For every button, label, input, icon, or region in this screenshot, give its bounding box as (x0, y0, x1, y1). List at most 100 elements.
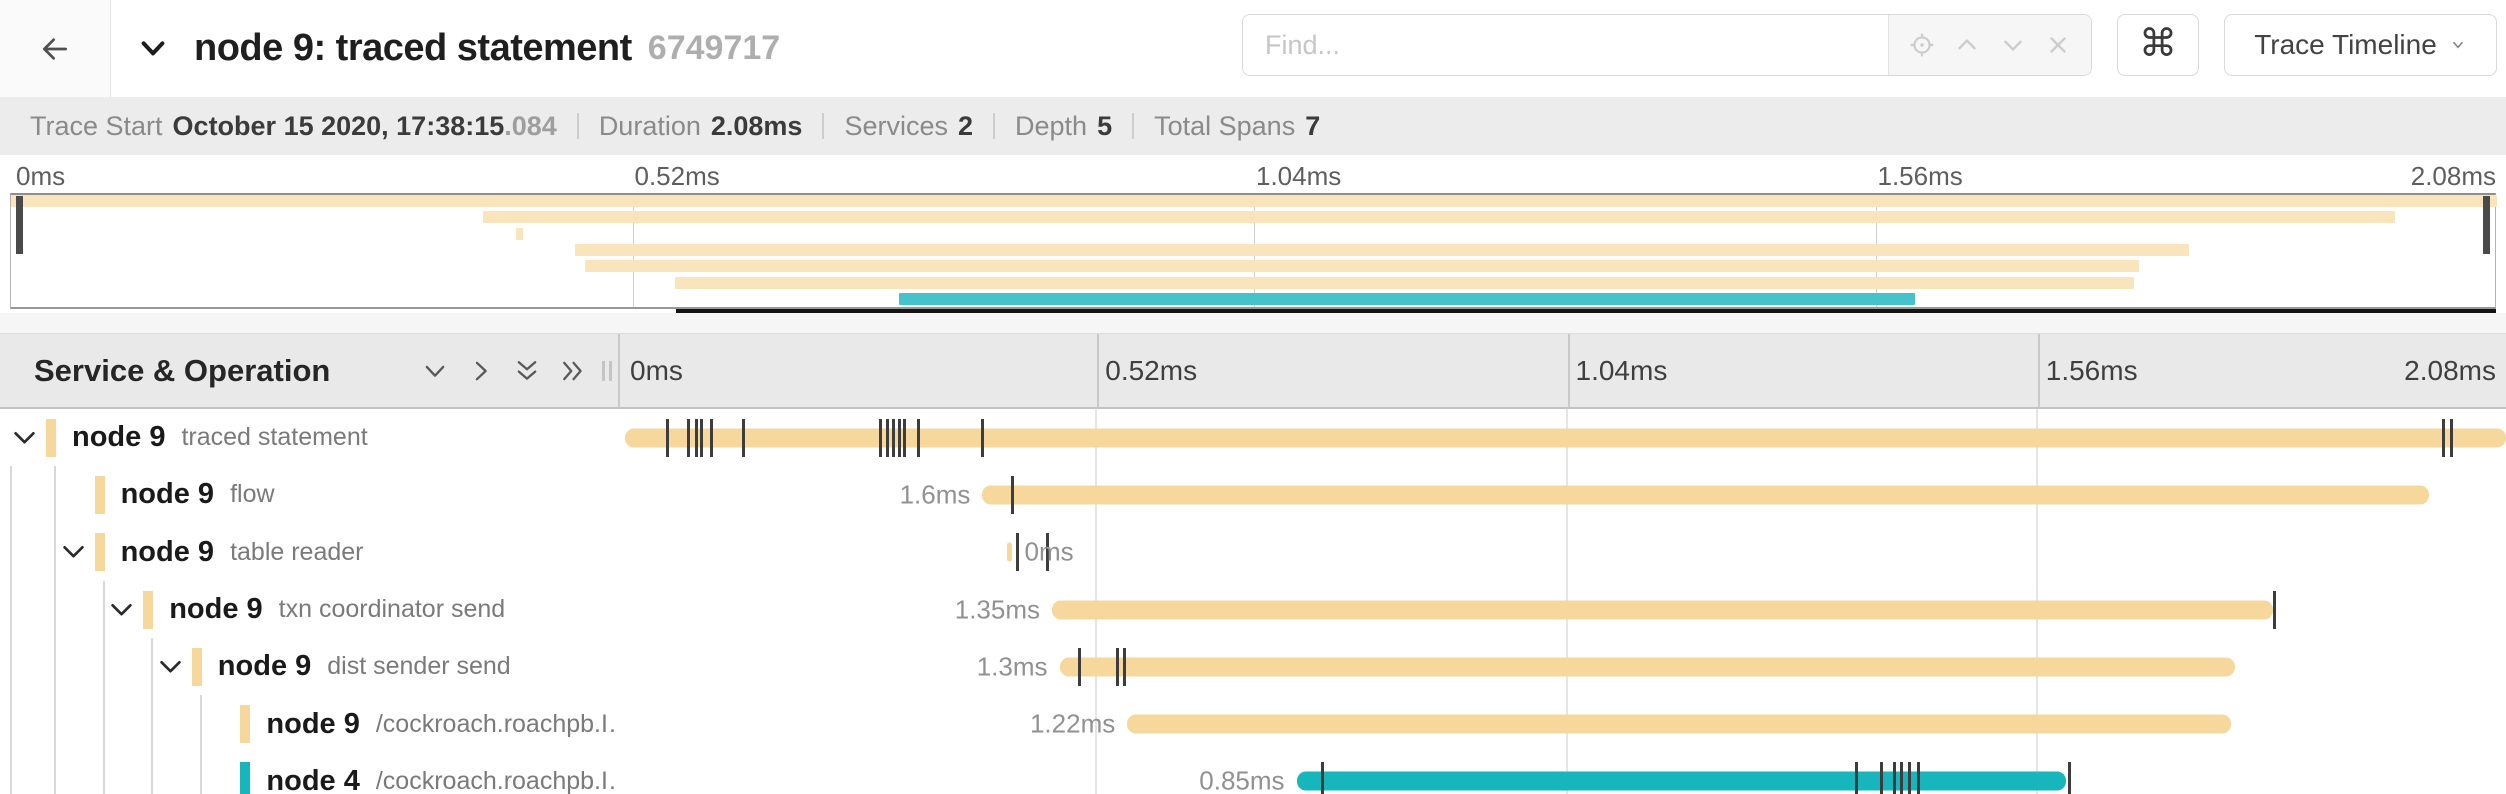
tree-indent-guide (199, 752, 202, 794)
span-name: node 9/cockroach.roachpb.I… (266, 695, 614, 752)
span-plot: 1.6ms (618, 466, 2506, 523)
span-name-column[interactable]: node 9 traced statement (0, 409, 618, 466)
chevron-down-icon[interactable] (2000, 32, 2026, 58)
close-icon[interactable] (2045, 32, 2071, 58)
minimap-ruler-label: 0.52ms (634, 161, 720, 191)
tree-indent-guide (102, 580, 105, 639)
chevron-down-icon (2452, 41, 2463, 49)
collapse-span-chevron[interactable] (159, 659, 182, 674)
span-rows: node 9 traced statement node 9 flow 1.6ms nod… (0, 409, 2506, 794)
timeline-ruler-label: 2.08ms (2404, 354, 2496, 386)
back-button[interactable] (0, 0, 111, 97)
span-duration-label: 0.85ms (1199, 765, 1285, 794)
span-log-tick (1900, 762, 1904, 794)
minimap-viewport[interactable] (10, 193, 2497, 309)
timeline-ruler-label: 1.56ms (2045, 354, 2138, 386)
tree-indent-guide (151, 695, 154, 753)
summary-value: 2.08ms (710, 110, 803, 141)
span-row: node 9 table reader 0ms (0, 523, 2506, 581)
span-color-stripe (240, 705, 251, 744)
minimap-ruler-label: 1.56ms (1877, 161, 1963, 191)
minimap-span-bar (11, 195, 2497, 207)
collapse-span-chevron[interactable] (13, 430, 36, 445)
arrow-left-icon (43, 37, 67, 60)
collapse-title-chevron[interactable] (134, 34, 172, 64)
span-duration-bar[interactable] (982, 485, 2429, 505)
expand-all-icon[interactable] (558, 356, 588, 386)
chevron-up-icon[interactable] (1954, 32, 1980, 58)
span-color-stripe (240, 762, 251, 794)
minimap-span-bar (674, 276, 2135, 289)
span-duration-label: 1.22ms (1029, 708, 1116, 739)
span-row: node 9 txn coordinator send 1.35ms (0, 580, 2506, 639)
minimap-span-bar (515, 227, 524, 240)
collapse-span-chevron[interactable] (110, 602, 133, 617)
operation-name: txn coordinator send (278, 595, 506, 624)
span-log-tick (1115, 647, 1119, 686)
span-name: node 9 flow (121, 466, 614, 523)
section-divider (0, 313, 2506, 333)
timeline-ruler: 0ms 0.52ms 1.04ms 1.56ms 2.08ms (618, 334, 2506, 407)
collapse-all-icon[interactable] (512, 356, 542, 386)
span-duration-bar[interactable] (625, 428, 2506, 448)
summary-value: October 15 2020, 17:38:15.084 (172, 110, 557, 141)
span-log-tick (1917, 762, 1921, 794)
minimap-dark-underline (676, 309, 2496, 313)
scope-icon[interactable] (1909, 32, 1935, 58)
span-name-column[interactable]: node 9 table reader (0, 523, 618, 581)
minimap-span-bar (898, 292, 1916, 305)
span-plot (618, 409, 2506, 466)
span-log-tick (700, 418, 704, 457)
span-plot: 0ms (618, 524, 2506, 581)
tree-indent-guide (54, 752, 56, 794)
find-input[interactable] (1243, 15, 1888, 75)
service-operation-title: Service & Operation (34, 352, 331, 388)
minimap-left-scrubber[interactable] (16, 196, 23, 254)
tree-indent-guide (10, 695, 12, 753)
collapse-span-chevron[interactable] (62, 545, 85, 560)
span-name-column[interactable]: node 9 dist sender send (0, 638, 618, 696)
span-duration-label: 1.6ms (899, 479, 971, 510)
span-name-column[interactable]: node 4/cockroach.roachpb.I… (0, 752, 618, 794)
find-tools (1888, 15, 2091, 75)
tree-indent-guide (54, 638, 56, 696)
trace-view-dropdown[interactable]: Trace Timeline (2224, 14, 2497, 76)
minimap-ruler-label: 0ms (16, 161, 66, 191)
span-duration-bar[interactable] (1296, 771, 2066, 791)
page-title: node 9: traced statement (194, 27, 632, 69)
span-name-column[interactable]: node 9/cockroach.roachpb.I… (0, 695, 618, 753)
tree-indent-guide (151, 638, 154, 696)
keyboard-shortcuts-button[interactable]: ⌘ (2117, 14, 2199, 76)
timeline-table-header: Service & Operation 0ms 0.52ms 1.04ms 1.56m… (0, 333, 2506, 409)
span-color-stripe (46, 418, 56, 457)
span-row: node 4/cockroach.roachpb.I… 0.85ms (0, 752, 2506, 794)
chevron-down-icon (160, 660, 181, 673)
span-name-column[interactable]: node 9 txn coordinator send (0, 580, 618, 639)
summary-value: 7 (1305, 110, 1321, 141)
span-duration-bar[interactable] (1051, 600, 2273, 620)
span-log-tick (1907, 762, 1911, 794)
span-duration-bar[interactable] (1059, 657, 2236, 677)
summary-value-suffix: .084 (504, 110, 557, 141)
span-color-stripe (191, 647, 202, 686)
minimap-ruler-label: 1.04ms (1256, 161, 1342, 191)
tree-indent-guide (102, 695, 105, 753)
operation-name: /cockroach.roachpb.I… (375, 709, 614, 738)
span-color-stripe (94, 475, 105, 514)
span-name: node 9 txn coordinator send (169, 581, 614, 638)
span-duration-bar[interactable] (1127, 714, 2232, 734)
span-duration-label: 1.35ms (954, 594, 1040, 625)
span-name-column[interactable]: node 9 flow (0, 466, 618, 524)
column-resizer-handle[interactable] (602, 360, 612, 381)
chevron-down-icon (141, 40, 165, 55)
span-duration-bar[interactable] (1006, 542, 1013, 562)
timeline-gridline (1097, 334, 1100, 407)
expand-one-icon[interactable] (466, 356, 496, 386)
minimap-right-scrubber[interactable] (2483, 196, 2490, 254)
span-log-tick (1892, 762, 1896, 794)
chevron-down-icon (62, 546, 84, 558)
span-color-stripe (143, 590, 154, 629)
collapse-one-icon[interactable] (420, 356, 450, 386)
summary-label: Services (844, 110, 948, 141)
span-plot: 1.3ms (618, 638, 2506, 695)
